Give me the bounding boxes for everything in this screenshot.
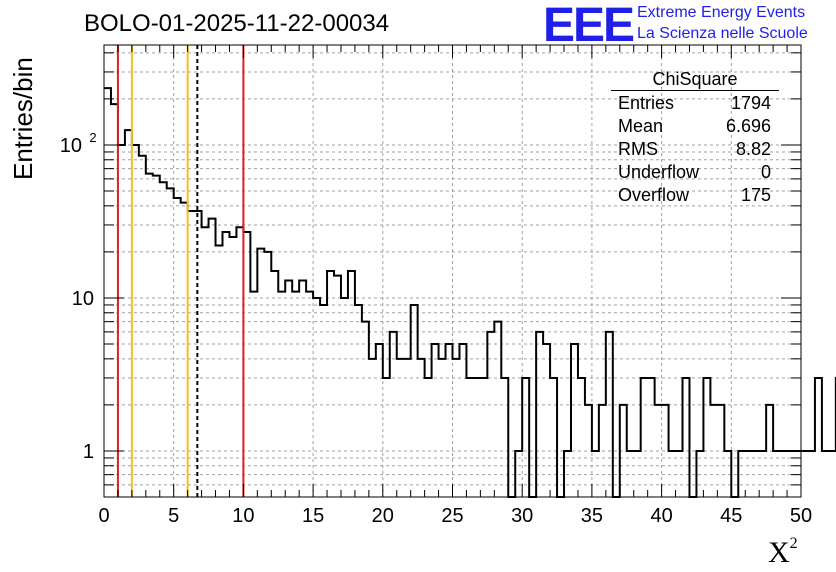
x-tick-label: 45 (720, 505, 742, 527)
logo-line-1: Extreme Energy Events (637, 4, 806, 21)
x-tick-label: 40 (650, 505, 672, 527)
x-axis-label: X2 (768, 535, 798, 570)
stats-value: 8.82 (735, 139, 771, 159)
eee-logo-text: Extreme Energy Events La Scienza nelle S… (637, 2, 808, 44)
eee-logo-mark: EEE (543, 0, 635, 52)
stats-value: 1794 (730, 93, 771, 113)
y-tick-label: 1 (83, 441, 94, 463)
x-tick-label: 10 (232, 505, 254, 527)
x-tick-label: 35 (581, 505, 603, 527)
stats-row-entries: Entries 1794 (611, 92, 779, 115)
stats-box: ChiSquare Entries 1794 Mean 6.696 RMS 8.82 … (611, 68, 779, 207)
x-tick-label: 25 (441, 505, 463, 527)
stats-label: Underflow (618, 162, 700, 182)
page-title: BOLO-01-2025-11-22-00034 (84, 10, 390, 37)
x-tick-label: 5 (168, 505, 179, 527)
stats-value: 0 (760, 162, 771, 182)
stats-title: ChiSquare (611, 68, 779, 91)
x-tick-label: 30 (511, 505, 533, 527)
y-axis-label-wrap: Entries/bin (8, 57, 38, 320)
stats-label: Entries (618, 93, 675, 113)
stats-label: Mean (618, 116, 664, 136)
y-tick-label-exponent: 2 (89, 130, 96, 145)
y-tick-label: 10 (72, 288, 94, 310)
stats-row-mean: Mean 6.696 (611, 115, 779, 138)
x-tick-label: 15 (302, 505, 324, 527)
stats-value: 6.696 (725, 116, 771, 136)
stats-row-rms: RMS 8.82 (611, 138, 779, 161)
stats-row-underflow: Underflow 0 (611, 161, 779, 184)
x-axis-label-sup: 2 (789, 535, 798, 552)
stats-label: RMS (618, 139, 658, 159)
x-tick-label: 20 (372, 505, 394, 527)
x-tick-label: 50 (790, 505, 812, 527)
histogram-series (104, 87, 836, 498)
stats-row-overflow: Overflow 175 (611, 184, 779, 207)
logo-line-2: La Scienza nelle Scuole (637, 25, 808, 42)
y-tick-label: 10 (60, 135, 82, 157)
stats-label: Overflow (618, 185, 690, 205)
y-axis-label: Entries/bin (8, 57, 38, 180)
x-axis-label-base: X (768, 536, 790, 569)
x-tick-label: 0 (98, 505, 109, 527)
stats-value: 175 (740, 185, 771, 205)
